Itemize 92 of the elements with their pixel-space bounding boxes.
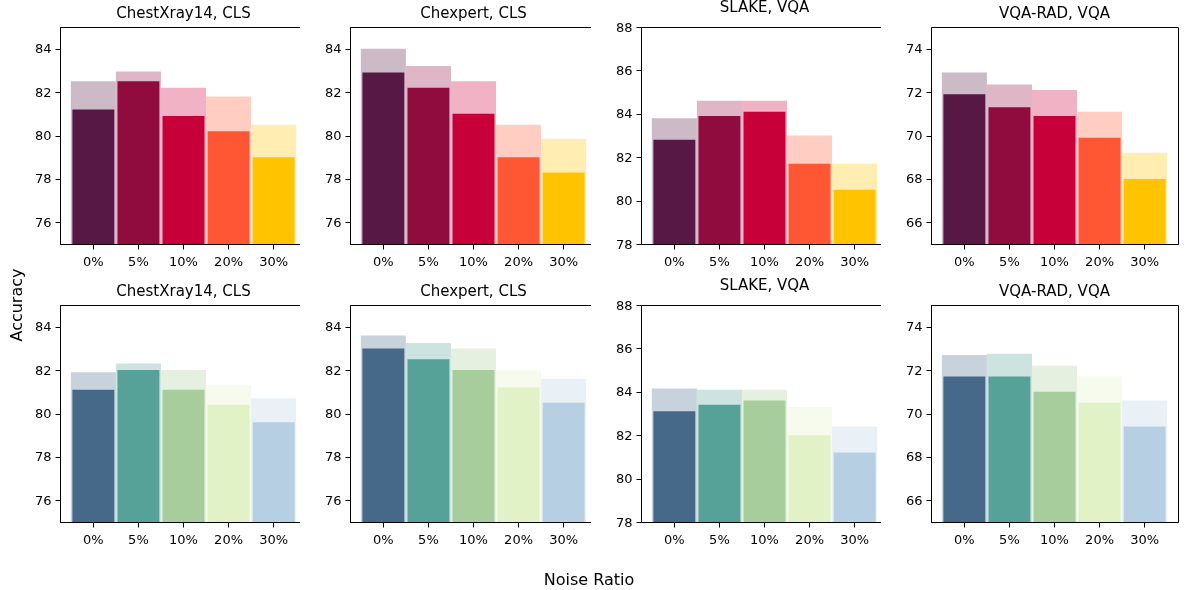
- y-tick-label: 78: [615, 514, 633, 530]
- y-tick-label: 82: [324, 362, 342, 378]
- x-tick-label: 0%: [664, 531, 685, 547]
- y-axis-title: Accuracy: [6, 268, 26, 342]
- x-tick-label: 5%: [418, 253, 439, 269]
- chart-title: ChestXray14, CLS: [116, 4, 251, 22]
- x-tick-label: 5%: [128, 253, 149, 269]
- y-tick-label: 82: [615, 427, 633, 443]
- chart-title: Chexpert, CLS: [420, 4, 527, 22]
- y-tick-label: 78: [615, 236, 633, 252]
- x-tick-label: 20%: [214, 531, 244, 547]
- x-tick-label: 0%: [664, 253, 685, 269]
- x-tick-label: 30%: [259, 531, 289, 547]
- x-tick-label: 20%: [795, 253, 825, 269]
- y-tick-label: 70: [905, 128, 923, 143]
- y-tick-label: 80: [34, 128, 52, 143]
- chart-title: SLAKE, VQA: [719, 0, 811, 16]
- y-tick-label: 76: [34, 214, 52, 230]
- x-tick-label: 30%: [259, 253, 289, 269]
- y-tick-label: 88: [615, 19, 633, 35]
- x-tick-label: 30%: [549, 253, 579, 269]
- x-tick-label: 30%: [1130, 531, 1160, 547]
- y-tick-label: 78: [34, 449, 52, 465]
- y-tick-label: 76: [324, 214, 342, 230]
- y-tick-label: 82: [324, 84, 342, 100]
- x-tick-label: 0%: [373, 253, 394, 269]
- y-tick-label: 82: [615, 149, 633, 165]
- y-tick-label: 70: [905, 406, 923, 421]
- y-tick-label: 80: [324, 128, 342, 143]
- x-tick-label: 30%: [1130, 253, 1160, 269]
- x-tick-label: 10%: [1040, 531, 1069, 547]
- chart-title: ChestXray14, CLS: [116, 282, 251, 300]
- x-tick-label: 0%: [954, 531, 975, 547]
- y-tick-label: 88: [615, 297, 633, 313]
- x-tick-label: 0%: [954, 253, 975, 269]
- x-tick-label: 30%: [549, 531, 579, 547]
- y-tick-label: 80: [615, 471, 633, 487]
- x-tick-label: 20%: [1085, 531, 1115, 547]
- chart-title: VQA-RAD, VQA: [999, 4, 1111, 22]
- chart-title: Chexpert, CLS: [420, 282, 527, 300]
- x-tick-label: 10%: [459, 531, 488, 547]
- x-tick-label: 10%: [169, 531, 198, 547]
- y-tick-label: 80: [34, 406, 52, 421]
- x-tick-label: 30%: [840, 253, 870, 269]
- x-tick-label: 20%: [795, 531, 825, 547]
- y-tick-label: 86: [615, 62, 633, 78]
- x-tick-label: 5%: [999, 253, 1020, 269]
- chart-title: SLAKE, VQA: [719, 276, 811, 294]
- y-tick-label: 84: [615, 384, 633, 400]
- x-tick-label: 5%: [418, 531, 439, 547]
- y-tick-label: 76: [324, 492, 342, 508]
- y-tick-label: 68: [905, 171, 923, 187]
- x-tick-label: 30%: [840, 531, 870, 547]
- y-tick-label: 74: [905, 319, 923, 335]
- y-tick-label: 84: [324, 319, 342, 335]
- x-tick-label: 5%: [128, 531, 149, 547]
- y-tick-label: 80: [324, 406, 342, 421]
- y-tick-label: 78: [34, 171, 52, 187]
- x-tick-label: 5%: [709, 253, 730, 269]
- x-tick-label: 20%: [1085, 253, 1115, 269]
- x-tick-label: 5%: [999, 531, 1020, 547]
- y-tick-label: 72: [905, 362, 923, 378]
- y-tick-label: 68: [905, 449, 923, 465]
- y-tick-label: 82: [34, 362, 52, 378]
- x-tick-label: 5%: [709, 531, 730, 547]
- x-tick-label: 10%: [750, 253, 779, 269]
- y-tick-label: 74: [905, 41, 923, 57]
- y-tick-label: 72: [905, 84, 923, 100]
- y-tick-label: 86: [615, 340, 633, 356]
- x-axis-title: Noise Ratio: [543, 569, 635, 589]
- chart-title: VQA-RAD, VQA: [999, 282, 1111, 300]
- x-tick-label: 0%: [83, 531, 104, 547]
- y-tick-label: 78: [324, 449, 342, 465]
- y-tick-label: 84: [324, 41, 342, 57]
- x-tick-label: 10%: [1040, 253, 1069, 269]
- x-tick-label: 20%: [504, 253, 534, 269]
- x-tick-label: 10%: [459, 253, 488, 269]
- y-tick-label: 84: [615, 106, 633, 122]
- x-tick-label: 10%: [750, 531, 779, 547]
- y-tick-label: 80: [615, 193, 633, 209]
- x-tick-label: 0%: [373, 531, 394, 547]
- x-tick-label: 20%: [214, 253, 244, 269]
- y-tick-label: 66: [905, 214, 923, 230]
- y-tick-label: 84: [34, 41, 52, 57]
- x-tick-label: 10%: [169, 253, 198, 269]
- y-tick-label: 66: [905, 492, 923, 508]
- x-tick-label: 0%: [83, 253, 104, 269]
- y-tick-label: 78: [324, 171, 342, 187]
- y-tick-label: 84: [34, 319, 52, 335]
- y-tick-label: 82: [34, 84, 52, 100]
- y-tick-label: 76: [34, 492, 52, 508]
- x-tick-label: 20%: [504, 531, 534, 547]
